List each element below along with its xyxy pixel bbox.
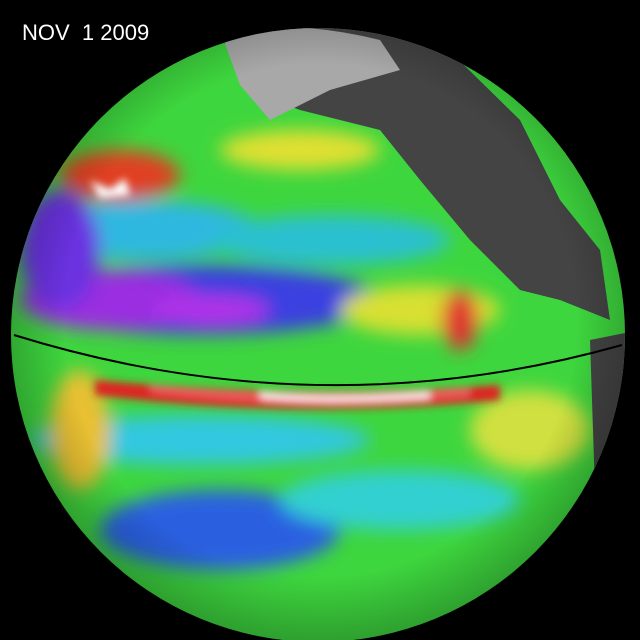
date-label: NOV 1 2009: [22, 20, 150, 45]
equator: [13, 334, 623, 387]
